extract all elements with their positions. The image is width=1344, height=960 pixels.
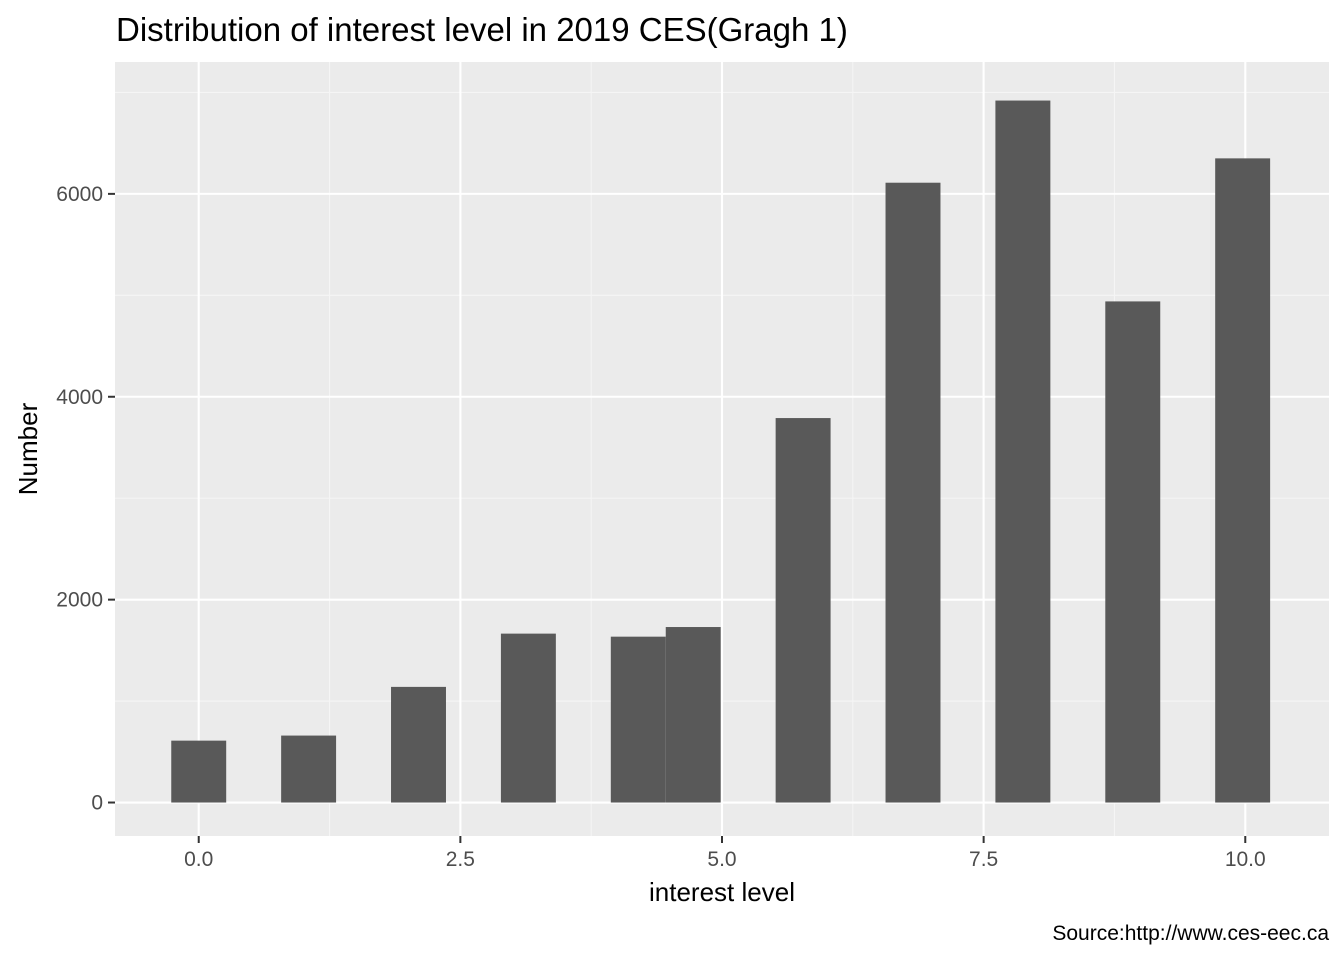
- bar: [775, 418, 831, 803]
- y-tick-label: 6000: [56, 183, 103, 206]
- bar: [1215, 158, 1271, 803]
- bar: [995, 100, 1051, 803]
- bar: [281, 735, 337, 803]
- bar: [500, 633, 556, 803]
- y-tick-label: 4000: [56, 386, 103, 409]
- y-tick-label: 2000: [56, 589, 103, 612]
- x-tick-label: 5.0: [707, 848, 736, 871]
- source-caption: Source:http://www.ces-eec.ca: [1052, 922, 1329, 945]
- bar: [665, 627, 721, 803]
- x-tick-label: 7.5: [969, 848, 998, 871]
- x-tick-label: 2.5: [446, 848, 475, 871]
- bar: [171, 740, 227, 803]
- bar: [610, 636, 666, 803]
- x-tick-label: 0.0: [184, 848, 213, 871]
- y-tick-label: 0: [91, 792, 103, 815]
- y-axis-title: Number: [13, 402, 43, 495]
- x-axis-ticks: 0.0 2.5 5.0 7.5 10.0: [184, 836, 1266, 871]
- y-axis-ticks: 0 2000 4000 6000: [56, 183, 115, 815]
- x-tick-label: 10.0: [1225, 848, 1266, 871]
- bar: [391, 686, 446, 803]
- bars: [171, 100, 1271, 803]
- bar: [1105, 301, 1161, 803]
- x-axis-title: interest level: [649, 877, 795, 907]
- bar: [885, 182, 941, 803]
- chart-title: Distribution of interest level in 2019 C…: [116, 11, 848, 48]
